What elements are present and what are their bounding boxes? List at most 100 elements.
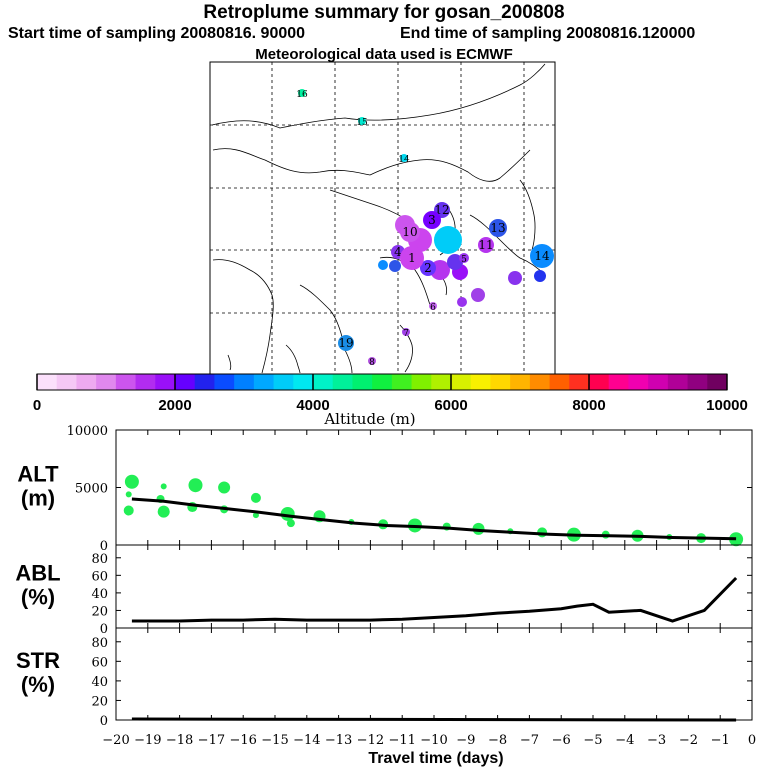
alt-cluster-point bbox=[286, 519, 295, 528]
panel-ylabel: ALT bbox=[17, 462, 59, 487]
panel-ylabel: (%) bbox=[21, 672, 55, 697]
panel-ylabel: ABL bbox=[15, 561, 60, 586]
colorbar-swatch bbox=[175, 374, 196, 390]
alt-cluster-point bbox=[124, 474, 139, 489]
alt-cluster-point bbox=[125, 491, 132, 498]
alt-cluster-point bbox=[160, 483, 167, 490]
map-cluster-marker bbox=[298, 89, 306, 97]
map-cluster-label: 7 bbox=[403, 329, 409, 339]
colorbar-swatch bbox=[273, 374, 294, 390]
colorbar-swatch bbox=[214, 374, 235, 390]
colorbar-swatch bbox=[470, 374, 491, 390]
map-cluster-label: 2 bbox=[424, 261, 432, 275]
colorbar-tick-label: 6000 bbox=[434, 397, 467, 414]
map-cluster-label: 14 bbox=[534, 249, 550, 263]
colorbar-swatch bbox=[707, 374, 728, 390]
colorbar-swatch bbox=[391, 374, 413, 390]
colorbar-tick-label: 2000 bbox=[158, 397, 191, 414]
map-cluster-label: 8 bbox=[369, 358, 375, 368]
alt-series-line bbox=[131, 497, 737, 541]
x-tick-label: −4 bbox=[615, 733, 634, 748]
map-cluster-marker bbox=[358, 117, 366, 125]
x-tick-label: −7 bbox=[520, 733, 539, 748]
map-cluster-label: 3 bbox=[428, 213, 436, 227]
y-tick-label: 20 bbox=[91, 694, 108, 709]
colorbar-swatch bbox=[529, 374, 551, 390]
map-cluster-label: 11 bbox=[478, 238, 493, 252]
x-tick-label: −8 bbox=[488, 733, 507, 748]
map-cluster-label: 19 bbox=[338, 336, 353, 350]
y-tick-label: 40 bbox=[91, 587, 108, 602]
str-series-line bbox=[131, 717, 737, 722]
map-cluster-marker bbox=[400, 154, 408, 162]
y-tick-label: 0 bbox=[100, 622, 108, 637]
colorbar-swatch bbox=[628, 374, 649, 390]
start-time-label: Start time of sampling 20080816. 90000 bbox=[8, 25, 306, 42]
map-cluster-marker bbox=[338, 335, 354, 351]
alt-cluster-point bbox=[729, 532, 744, 547]
colorbar-swatch bbox=[411, 374, 432, 390]
map-plume-blob bbox=[378, 260, 388, 270]
colorbar-swatch bbox=[332, 374, 353, 390]
map-plume-blob bbox=[508, 271, 522, 285]
y-tick-label: 80 bbox=[91, 552, 108, 567]
colorbar-swatch bbox=[352, 374, 373, 390]
map-cluster-marker bbox=[400, 246, 424, 270]
panel-frame bbox=[115, 627, 753, 721]
alt-cluster-point bbox=[252, 512, 259, 519]
colorbar-swatch bbox=[569, 374, 590, 390]
colorbar-swatch bbox=[510, 374, 531, 390]
x-tick-label: −13 bbox=[325, 733, 352, 748]
colorbar-tick-label: 8000 bbox=[572, 397, 605, 414]
colorbar-tick-label: 0 bbox=[33, 397, 41, 414]
colorbar-swatch bbox=[76, 374, 97, 390]
map-cluster-marker bbox=[530, 244, 554, 268]
map-cluster-marker bbox=[402, 328, 410, 336]
x-tick-label: −20 bbox=[102, 733, 129, 748]
map-cluster-label: 15 bbox=[356, 118, 368, 128]
colorbar-swatch bbox=[589, 374, 610, 390]
chart-title: Retroplume summary for gosan_200808 bbox=[203, 2, 565, 23]
x-tick-label: −1 bbox=[711, 733, 730, 748]
map-plume-blob bbox=[434, 226, 462, 254]
y-tick-label: 40 bbox=[91, 675, 108, 690]
colorbar-swatch bbox=[293, 374, 314, 390]
x-tick-label: −19 bbox=[134, 733, 161, 748]
x-tick-label: −6 bbox=[552, 733, 571, 748]
x-tick-label: −10 bbox=[420, 733, 447, 748]
colorbar-tick-label: 10000 bbox=[706, 397, 748, 414]
time-series-panels: 0500010000ALT(m)020406080ABL(%)020406080… bbox=[15, 424, 756, 767]
colorbar-swatch bbox=[155, 374, 176, 390]
map-cluster-marker bbox=[489, 219, 507, 237]
colorbar-swatch bbox=[56, 374, 77, 390]
y-tick-label: 0 bbox=[100, 539, 108, 554]
map-cluster-label: 13 bbox=[490, 221, 505, 235]
colorbar-swatch bbox=[96, 374, 117, 390]
alt-cluster-point bbox=[250, 492, 261, 503]
colorbar-tick-label: 4000 bbox=[296, 397, 329, 414]
y-tick-label: 60 bbox=[91, 569, 108, 584]
y-tick-label: 20 bbox=[91, 604, 108, 619]
panel-ylabel: STR bbox=[16, 648, 60, 673]
map-plume-blob bbox=[534, 270, 546, 282]
y-tick-label: 10000 bbox=[67, 424, 108, 439]
map-cluster-label: 14 bbox=[398, 155, 410, 165]
colorbar-swatch bbox=[234, 374, 255, 390]
alt-cluster-point bbox=[188, 478, 203, 493]
map-cluster-marker bbox=[478, 237, 494, 253]
map-cluster-marker bbox=[400, 222, 420, 242]
x-tick-label: −3 bbox=[647, 733, 666, 748]
map-cluster-label: 5 bbox=[461, 255, 467, 265]
colorbar-swatch bbox=[667, 374, 689, 390]
panel-ylabel: (m) bbox=[21, 486, 55, 511]
x-tick-label: −18 bbox=[166, 733, 193, 748]
end-time-label: End time of sampling 20080816.120000 bbox=[400, 25, 696, 42]
met-data-label: Meteorological data used is ECMWF bbox=[255, 46, 513, 63]
map-frame bbox=[209, 61, 556, 375]
x-tick-label: −2 bbox=[679, 733, 698, 748]
colorbar-swatch bbox=[608, 374, 629, 390]
y-tick-label: 60 bbox=[91, 655, 108, 670]
